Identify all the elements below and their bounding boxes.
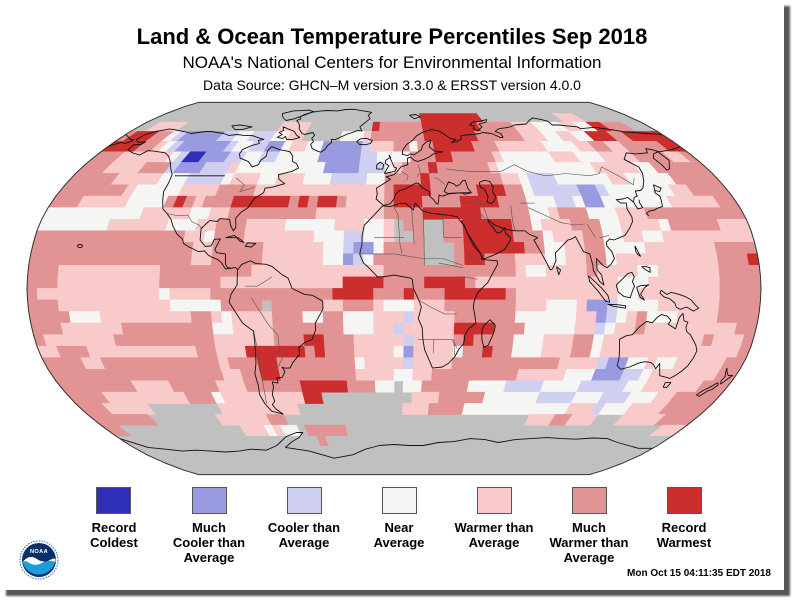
- svg-text:NOAA: NOAA: [30, 549, 48, 555]
